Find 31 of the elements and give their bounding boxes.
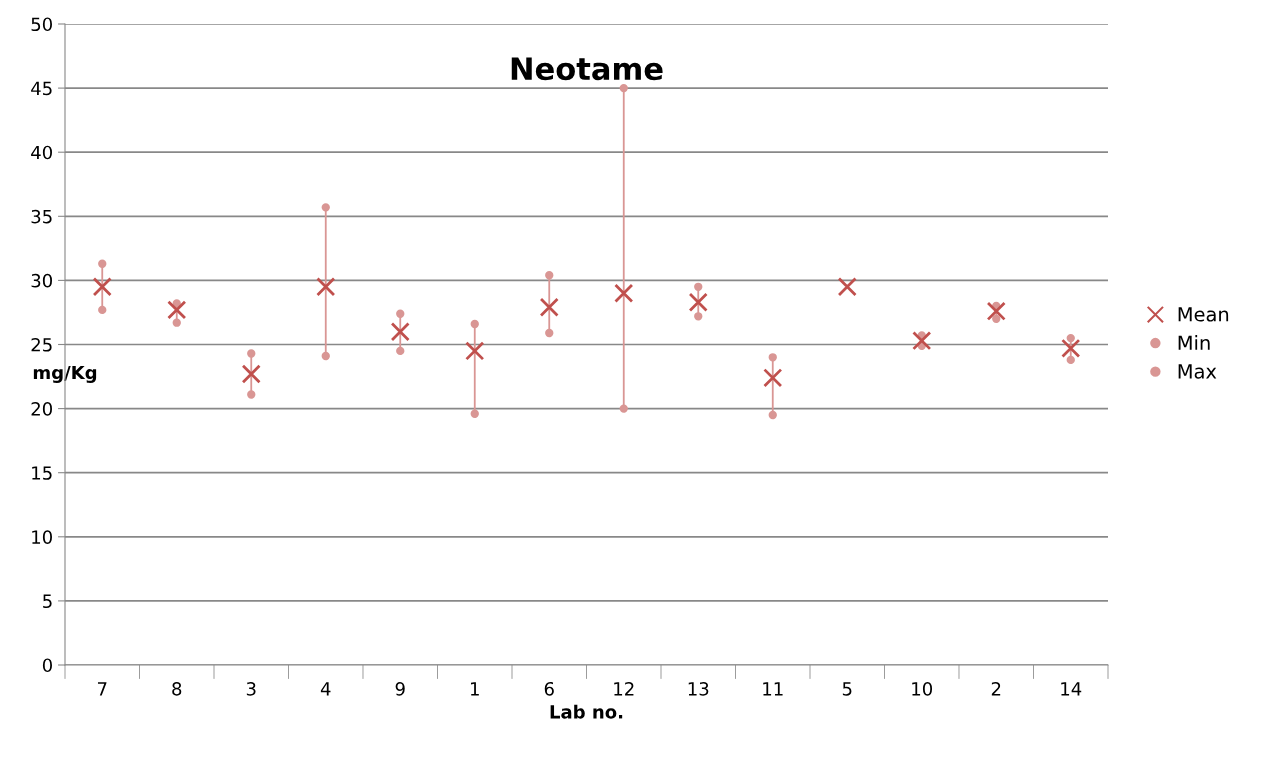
y-tick-label: 15 [32,466,52,480]
x-tick-label: 8 [172,681,182,696]
y-tick-label: 25 [31,337,52,352]
legend-label: Min [1178,335,1210,350]
text: Neotame [511,57,663,81]
y-tick-label: 30 [31,273,52,288]
x-tick-label: 13 [688,681,709,696]
y-tick-label: 45 [31,81,52,96]
y-tick-label: 10 [32,530,52,544]
x-tick-label: 7 [97,682,107,696]
x-tick-label: 6 [544,681,554,696]
y-tick-label: 35 [31,209,52,224]
x-tick-label: 14 [1061,682,1082,696]
x-tick-label: 4 [320,682,331,696]
y-tick-label: 20 [31,402,52,416]
legend-label: Max [1178,364,1217,379]
y-tick-label: 40 [31,145,52,160]
x-tick-label: 9 [395,681,405,696]
x-tick-label: 2 [991,681,1001,696]
y-tick-label: 50 [31,17,52,32]
y-axis-title: mg/Kg [33,365,97,383]
legend-label: Mean [1178,307,1229,322]
y-tick-label: 0 [42,658,52,673]
x-axis-title: Lab no. [550,704,623,719]
x-tick-label: 3 [246,681,256,696]
x-tick-label: 11 [763,682,783,696]
x-tick-label: 10 [912,681,933,696]
x-tick-label: 12 [614,681,634,696]
x-tick-label: 1 [470,682,479,696]
x-tick-label: 5 [842,682,852,696]
y-tick-label: 5 [43,594,52,609]
